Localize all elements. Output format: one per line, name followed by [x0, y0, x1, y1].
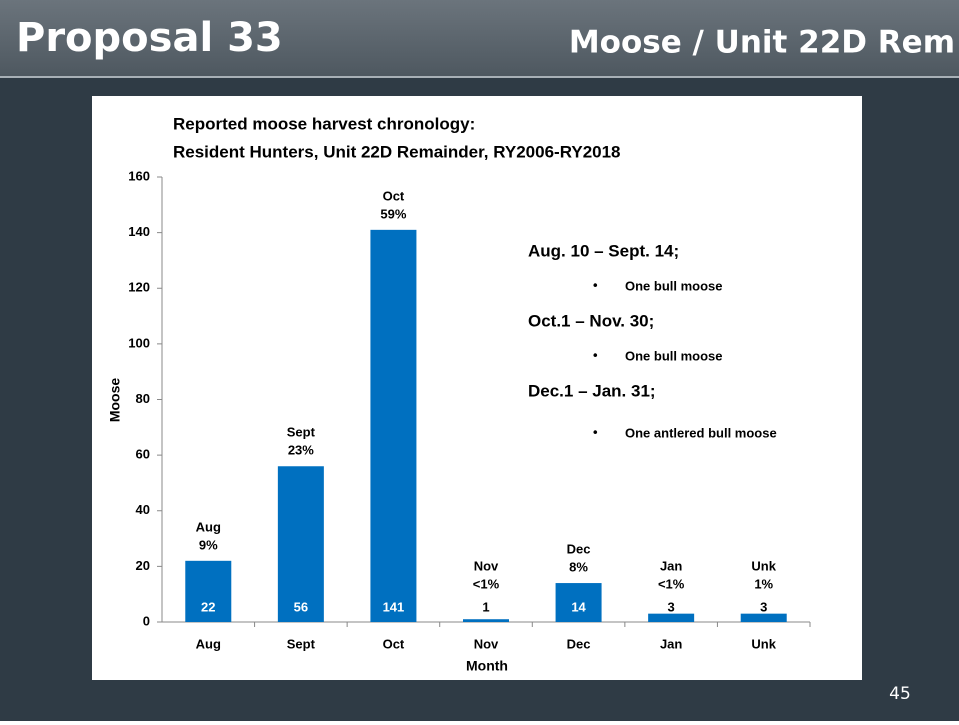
- season-dates: Oct.1 – Nov. 30;: [528, 311, 654, 330]
- y-tick-label: 0: [143, 613, 150, 628]
- bar-category-label: Aug: [196, 519, 221, 534]
- bar: [463, 619, 509, 622]
- x-tick-label: Dec: [567, 636, 591, 651]
- bar-category-label: Nov: [474, 558, 499, 573]
- share-label: 9%: [199, 537, 218, 552]
- value-label: 22: [201, 599, 215, 614]
- x-tick-label: Aug: [196, 636, 221, 651]
- share-label: <1%: [473, 576, 500, 591]
- slide-title: Proposal 33: [16, 15, 283, 61]
- x-tick-label: Oct: [383, 636, 405, 651]
- season-dates: Aug. 10 – Sept. 14;: [528, 241, 679, 260]
- bar: [740, 613, 787, 622]
- y-tick-label: 60: [136, 447, 150, 462]
- chart-title: Reported moose harvest chronology:: [173, 114, 475, 133]
- bar-category-label: Jan: [660, 558, 682, 573]
- value-label: 14: [571, 599, 586, 614]
- value-label: 56: [294, 599, 308, 614]
- y-tick-label: 20: [136, 558, 150, 573]
- x-tick-label: Nov: [474, 636, 499, 651]
- season-limit: One bull moose: [625, 278, 723, 293]
- value-label: 3: [760, 599, 767, 614]
- value-label: 141: [383, 599, 405, 614]
- share-label: 23%: [288, 443, 314, 458]
- bar: [648, 613, 695, 622]
- x-tick-label: Sept: [287, 636, 316, 651]
- bar-category-label: Sept: [287, 425, 316, 440]
- y-tick-label: 120: [128, 280, 150, 295]
- bar: [277, 466, 324, 622]
- x-tick-label: Jan: [660, 636, 682, 651]
- page-number: 45: [889, 684, 911, 704]
- value-label: 3: [668, 599, 675, 614]
- header-band: [0, 0, 959, 76]
- season-dates: Dec.1 – Jan. 31;: [528, 381, 656, 400]
- bar-category-label: Unk: [751, 558, 776, 573]
- bar: [370, 229, 417, 622]
- y-tick-label: 40: [136, 502, 150, 517]
- value-label: 1: [482, 599, 489, 614]
- share-label: 59%: [380, 206, 406, 221]
- bullet: •: [593, 424, 598, 439]
- y-tick-label: 80: [136, 391, 150, 406]
- bullet: •: [593, 347, 598, 362]
- season-limit: One antlered bull moose: [625, 425, 777, 440]
- y-axis-label: Moose: [107, 378, 123, 423]
- y-tick-label: 100: [128, 335, 150, 350]
- chart-subtitle: Resident Hunters, Unit 22D Remainder, RY…: [173, 142, 621, 161]
- y-tick-label: 140: [128, 224, 150, 239]
- share-label: <1%: [658, 576, 685, 591]
- bullet: •: [593, 277, 598, 292]
- season-limit: One bull moose: [625, 348, 723, 363]
- y-tick-label: 160: [128, 168, 150, 183]
- x-axis-label: Month: [466, 658, 508, 674]
- bar: [185, 560, 232, 622]
- slide-subtitle: Moose / Unit 22D Rem: [569, 25, 955, 61]
- bar-category-label: Oct: [383, 188, 405, 203]
- bar-category-label: Dec: [567, 542, 591, 557]
- share-label: 1%: [754, 576, 773, 591]
- annotations: Aug. 10 – Sept. 14; • One bull moose Oct…: [528, 241, 777, 440]
- share-label: 8%: [569, 560, 588, 575]
- bar: [555, 583, 602, 622]
- x-tick-label: Unk: [751, 636, 776, 651]
